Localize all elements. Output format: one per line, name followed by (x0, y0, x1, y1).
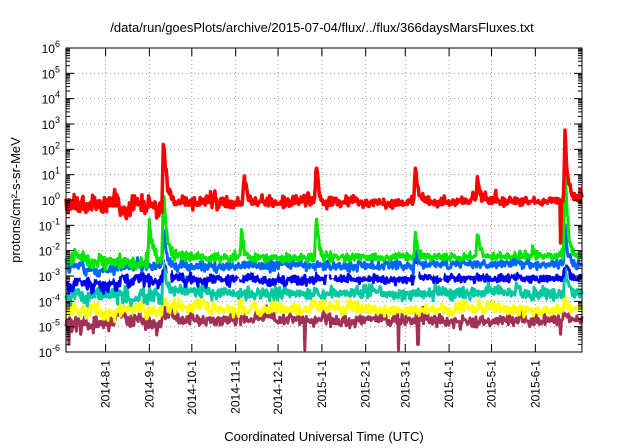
y-tick-label: 102 (42, 140, 60, 157)
series-line-8 (64, 128, 584, 245)
y-tick-label: 100 (42, 191, 60, 208)
chart-title: /data/run/goesPlots/archive/2015-07-04/f… (110, 20, 534, 35)
y-tick-label: 10-4 (39, 292, 60, 309)
x-tick-labels: 2014-8-1 2014-9-1 2014-10-1 2014-11-1 2014-1… (99, 360, 543, 415)
y-tick-label: 10-3 (39, 267, 60, 284)
y-tick-label: 101 (42, 166, 60, 183)
x-tick-label: 2014-11-1 (229, 360, 243, 414)
series-line-6 (64, 223, 584, 278)
x-axis-label: Coordinated Universal Time (UTC) (224, 429, 423, 444)
y-tick-label: 105 (42, 64, 60, 81)
series-line-7 (64, 162, 583, 272)
y-tick-label: 103 (42, 115, 60, 132)
x-tick-label: 2015-3-1 (398, 360, 412, 408)
y-axis-label: protons/cm²-s-sr-MeV (8, 137, 23, 263)
series-line-3 (64, 264, 584, 308)
x-tick-label: 2015-5-1 (485, 360, 499, 408)
x-tick-label: 2015-4-1 (442, 360, 456, 408)
series-line-4 (65, 233, 584, 295)
x-tick-label: 2015-2-1 (359, 360, 373, 408)
y-tick-label: 10-2 (39, 242, 60, 259)
x-tick-label: 2014-10-1 (185, 360, 199, 415)
y-tick-label: 10-5 (39, 318, 60, 335)
x-tick-label: 2014-8-1 (99, 360, 113, 408)
x-tick-label: 2015-6-1 (528, 360, 542, 408)
ticks (66, 47, 582, 353)
series-line-1 (64, 304, 584, 352)
y-tick-labels: 10-6 10-5 10-4 10-3 10-2 10-1 100 101 102 103 104 1… (39, 39, 60, 360)
y-tick-label: 104 (42, 90, 60, 107)
y-tick-label: 106 (42, 39, 60, 56)
y-tick-label: 10-1 (39, 216, 60, 233)
x-tick-label: 2014-12-1 (271, 360, 285, 415)
x-tick-label: 2015-1-1 (315, 360, 329, 408)
series-group (64, 128, 584, 352)
y-tick-label: 10-6 (39, 343, 60, 360)
x-tick-label: 2014-9-1 (142, 360, 156, 408)
